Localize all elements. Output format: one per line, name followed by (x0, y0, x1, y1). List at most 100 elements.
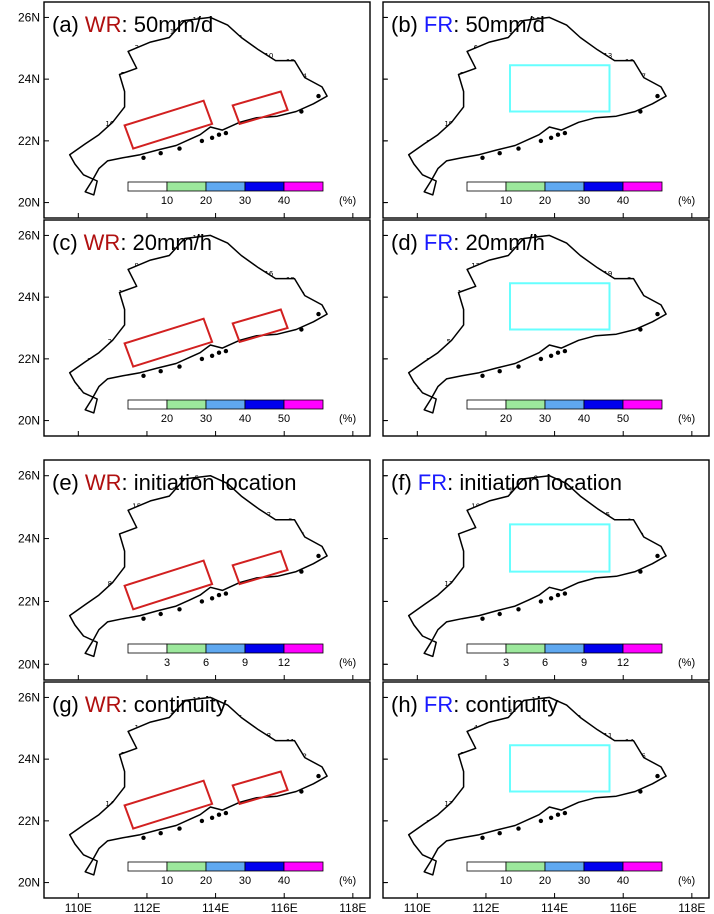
island-mark (548, 353, 554, 358)
panel-label: (h) (391, 692, 418, 717)
y-tick-label: 20N (18, 196, 40, 210)
panel-a: 2105133136182119992170414191417391514561… (18, 1, 371, 219)
island-mark (216, 132, 222, 137)
panel-title-rest: : 20mm/h (120, 230, 212, 255)
colorbar-tick-label: 40 (278, 195, 290, 207)
wr-analysis-box (231, 549, 289, 586)
colorbar-tick-label: 30 (239, 195, 251, 207)
x-tick-label: 118E (339, 901, 366, 914)
island-mark (516, 607, 521, 612)
island-mark (655, 553, 660, 559)
panel-region: WR (85, 470, 122, 495)
x-tick-label: 112E (472, 901, 499, 914)
island-mark (199, 599, 205, 604)
province-outline (407, 234, 667, 414)
colorbar-cell (205, 181, 246, 192)
y-tick-label: 26N (18, 469, 40, 483)
colorbar-tick-label: 10 (500, 875, 512, 887)
island-mark (562, 130, 568, 136)
colorbar-cell (505, 643, 546, 654)
panel-title-rest: : initiation location (122, 470, 297, 495)
colorbar-tick-label: 9 (242, 657, 248, 669)
panel-title: (e) WR: initiation location (52, 470, 296, 495)
y-tick-label: 26N (18, 10, 40, 24)
colorbar-unit: (%) (678, 875, 695, 887)
panel-region: FR (424, 12, 453, 37)
island-mark (497, 151, 502, 156)
island-mark (316, 773, 321, 779)
island-mark (516, 826, 521, 831)
colorbar-cell (466, 643, 507, 654)
colorbar-cell (205, 861, 246, 872)
island-mark (209, 353, 215, 358)
panel-title: (f) FR: initiation location (391, 470, 622, 495)
island-mark (548, 596, 554, 601)
panel-title-rest: : continuity (453, 692, 558, 717)
colorbar-tick-label: 40 (578, 413, 590, 425)
colorbar-tick-label: 40 (239, 413, 251, 425)
colorbar-cell (244, 181, 285, 192)
province-outline (68, 474, 328, 658)
y-tick-label: 22N (18, 134, 40, 148)
colorbar-cell (544, 643, 585, 654)
panel-title-rest: : 20mm/h (453, 230, 545, 255)
panel-label: (b) (391, 12, 418, 37)
colorbar-cell (583, 861, 624, 872)
island-mark (538, 138, 544, 144)
colorbar-cell (622, 399, 663, 410)
y-tick-label: 26N (18, 690, 40, 704)
colorbar-tick-label: 12 (617, 657, 629, 669)
island-mark (316, 553, 321, 559)
colorbar-cell (127, 861, 168, 872)
island-mark (299, 327, 304, 332)
island-mark (497, 369, 502, 374)
panel-d: 1119141012122151017111081818116913310183… (382, 219, 710, 437)
province-outline (68, 234, 328, 414)
island-mark (480, 835, 485, 840)
province-outline (407, 474, 667, 658)
colorbar-tick-label: 12 (278, 657, 290, 669)
island-mark (555, 132, 561, 137)
colorbar-tick-label: 30 (578, 195, 590, 207)
colorbar-cell (127, 643, 168, 654)
province-outline (68, 16, 328, 196)
island-mark (480, 616, 485, 621)
y-tick-label: 20N (18, 414, 40, 428)
wr-analysis-box (231, 90, 289, 126)
colorbar-unit: (%) (339, 195, 356, 207)
y-tick-label: 26N (18, 228, 40, 242)
colorbar-cell (244, 399, 285, 410)
island-mark (548, 135, 554, 140)
colorbar-cell (622, 861, 663, 872)
island-mark (516, 364, 521, 369)
panel-label: (f) (391, 470, 412, 495)
island-mark (538, 356, 544, 362)
island-mark (209, 135, 215, 140)
island-mark (562, 348, 568, 354)
panel-title: (h) FR: continuity (391, 692, 558, 717)
island-mark (223, 810, 229, 816)
panel-label: (a) (52, 12, 79, 37)
wr-analysis-box (231, 308, 289, 344)
panel-title: (c) WR: 20mm/h (52, 230, 212, 255)
panel-title: (g) WR: continuity (52, 692, 227, 717)
colorbar-unit: (%) (339, 657, 356, 669)
island-mark (158, 831, 163, 836)
panel-g: 0831911114196019177701518212197121517131… (18, 681, 371, 914)
colorbar-cell (205, 399, 246, 410)
colorbar-tick-label: 40 (617, 875, 629, 887)
island-mark (655, 773, 660, 779)
island-mark (638, 109, 643, 114)
colorbar-cell (166, 399, 207, 410)
island-mark (223, 348, 229, 354)
panel-title: (a) WR: 50mm/d (52, 12, 213, 37)
panel-region: FR (424, 230, 453, 255)
colorbar-cell (166, 181, 207, 192)
colorbar-tick-label: 10 (161, 195, 173, 207)
colorbar-tick-label: 6 (203, 657, 209, 669)
colorbar-tick-label: 20 (539, 195, 551, 207)
colorbar-tick-label: 30 (200, 413, 212, 425)
island-mark (555, 812, 561, 817)
colorbar-tick-label: 30 (578, 875, 590, 887)
